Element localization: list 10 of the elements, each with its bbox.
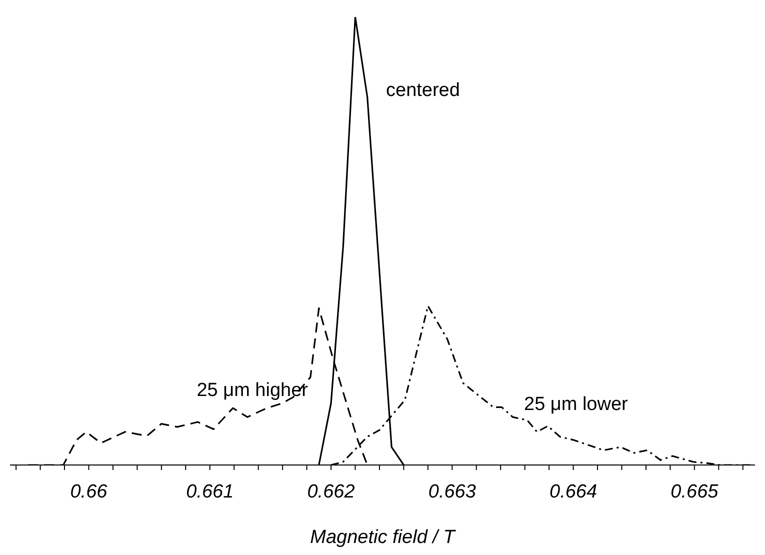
series-label: 25 μm lower <box>524 394 628 416</box>
x-tick-label: 0.662 <box>307 481 356 502</box>
x-tick-label: 0.665 <box>670 481 719 502</box>
x-tick-label: 0.664 <box>550 481 598 502</box>
series-label: 25 μm higher <box>196 380 308 402</box>
x-tick-label: 0.661 <box>186 481 234 502</box>
x-tick-label: 0.663 <box>428 481 476 502</box>
series-label: centered <box>386 80 460 102</box>
x-axis-title: Magnetic field / T <box>310 527 456 548</box>
x-tick-label: 0.66 <box>70 481 108 502</box>
